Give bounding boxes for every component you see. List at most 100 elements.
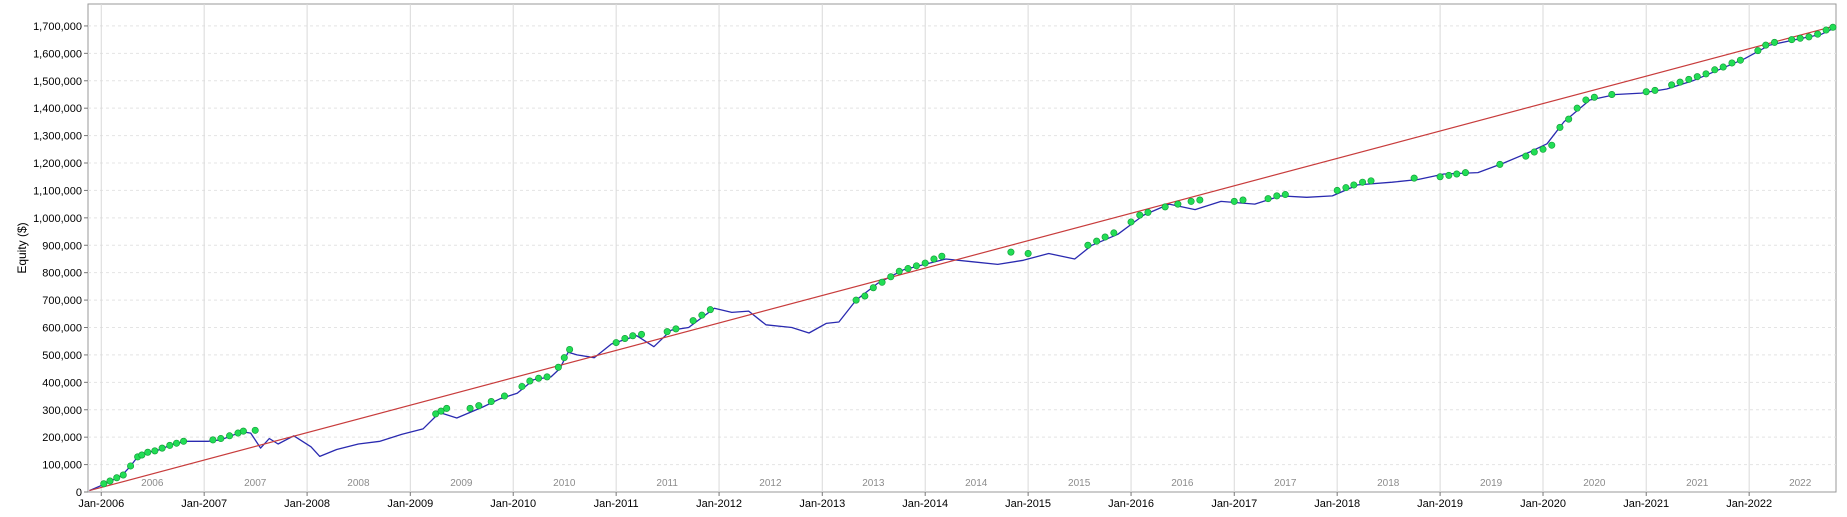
equity-high-marker: [1264, 195, 1272, 203]
year-label: 2014: [965, 478, 988, 489]
equity-high-marker: [526, 377, 534, 385]
year-label: 2018: [1377, 478, 1400, 489]
equity-high-marker: [1556, 123, 1564, 131]
equity-high-marker: [566, 345, 574, 353]
x-tick-label: Jan-2011: [594, 498, 639, 510]
equity-high-marker: [1754, 47, 1762, 55]
equity-high-marker: [106, 477, 114, 485]
equity-high-marker: [1548, 141, 1556, 149]
equity-high-marker: [1359, 178, 1367, 186]
equity-high-marker: [487, 398, 495, 406]
equity-high-marker: [1453, 170, 1461, 178]
equity-high-marker: [629, 332, 637, 340]
equity-high-marker: [437, 407, 445, 415]
equity-high-marker: [1333, 186, 1341, 194]
x-tick-label: Jan-2006: [78, 498, 124, 510]
equity-high-marker: [1676, 78, 1684, 86]
y-tick-label: 700,000: [42, 295, 82, 307]
y-axis: 0 100,000 200,000 300,000 400,000 500,000 600,…: [33, 21, 88, 499]
equity-high-marker: [443, 404, 451, 412]
equity-high-marker: [887, 273, 895, 281]
equity-high-marker: [138, 451, 146, 459]
y-tick-label: 1,400,000: [33, 103, 82, 115]
equity-high-marker: [475, 402, 483, 410]
y-tick-label: 1,700,000: [33, 21, 82, 33]
equity-high-marker: [672, 325, 680, 333]
equity-high-marker: [938, 252, 946, 260]
year-label: 2022: [1789, 478, 1812, 489]
y-tick-label: 900,000: [42, 240, 82, 252]
equity-high-marker: [466, 404, 474, 412]
equity-high-marker: [706, 306, 714, 314]
equity-high-marker: [698, 311, 706, 319]
equity-high-marker: [1719, 63, 1727, 71]
equity-high-marker: [1445, 171, 1453, 179]
equity-high-marker: [173, 439, 181, 447]
equity-high-marker: [1814, 30, 1822, 38]
equity-high-marker: [127, 462, 135, 470]
year-label: 2015: [1068, 478, 1091, 489]
equity-high-marker: [1522, 152, 1530, 160]
equity-high-marker: [1367, 177, 1375, 185]
equity-high-marker: [1762, 41, 1770, 49]
equity-high-marker: [217, 435, 225, 443]
equity-high-marker: [1788, 36, 1796, 44]
equity-high-marker: [239, 427, 247, 435]
equity-high-marker: [1461, 169, 1469, 177]
equity-high-marker: [1711, 66, 1719, 74]
equity-high-marker: [878, 278, 886, 286]
equity-high-marker: [1668, 81, 1676, 89]
y-tick-label: 1,500,000: [33, 76, 82, 88]
x-tick-label: Jan-2010: [490, 498, 536, 510]
equity-curve-line: [89, 28, 1834, 492]
equity-high-marker: [904, 265, 912, 273]
equity-high-marker: [1539, 145, 1547, 153]
year-label: 2007: [244, 478, 267, 489]
y-tick-label: 600,000: [42, 323, 82, 335]
year-label: 2010: [553, 478, 576, 489]
equity-high-marker: [1771, 38, 1779, 46]
equity-high-marker: [1685, 75, 1693, 83]
equity-high-marker: [1805, 33, 1813, 41]
x-tick-label: Jan-2018: [1314, 498, 1360, 510]
x-tick-label: Jan-2020: [1520, 498, 1566, 510]
equity-high-marker: [1127, 218, 1135, 226]
plot-area: [87, 3, 1837, 493]
y-tick-label: 800,000: [42, 268, 82, 280]
x-tick-label: Jan-2022: [1726, 498, 1772, 510]
equity-high-marker: [1796, 34, 1804, 42]
equity-high-marker: [689, 317, 697, 325]
equity-high-marker: [1573, 104, 1581, 112]
equity-high-marker: [1728, 59, 1736, 67]
year-label: 2016: [1171, 478, 1194, 489]
equity-high-marker: [1084, 241, 1092, 249]
equity-high-marker: [612, 339, 620, 347]
equity-high-marker: [535, 374, 543, 382]
year-label: 2009: [450, 478, 473, 489]
equity-high-marker: [209, 436, 217, 444]
y-tick-label: 1,300,000: [33, 131, 82, 143]
equity-high-marker: [621, 334, 629, 342]
equity-high-marker: [1822, 26, 1830, 34]
equity-high-marker: [113, 474, 121, 482]
y-tick-label: 1,000,000: [33, 213, 82, 225]
equity-high-marker: [930, 255, 938, 263]
equity-high-marker: [1436, 173, 1444, 181]
equity-high-marker: [1136, 211, 1144, 219]
equity-high-marker: [663, 328, 671, 336]
equity-high-marker: [560, 354, 568, 362]
equity-high-marker: [869, 284, 877, 292]
x-tick-label: Jan-2013: [799, 498, 845, 510]
equity-high-marker: [1496, 160, 1504, 168]
equity-high-marker: [1530, 148, 1538, 156]
equity-high-marker: [1110, 229, 1118, 237]
y-tick-label: 1,200,000: [33, 158, 82, 170]
y-tick-label: 100,000: [42, 460, 82, 472]
equity-high-marker: [144, 448, 152, 456]
year-label: 2017: [1274, 478, 1297, 489]
equity-high-marker: [1187, 197, 1195, 205]
equity-high-marker: [1350, 181, 1358, 189]
equity-high-marker: [638, 330, 646, 338]
